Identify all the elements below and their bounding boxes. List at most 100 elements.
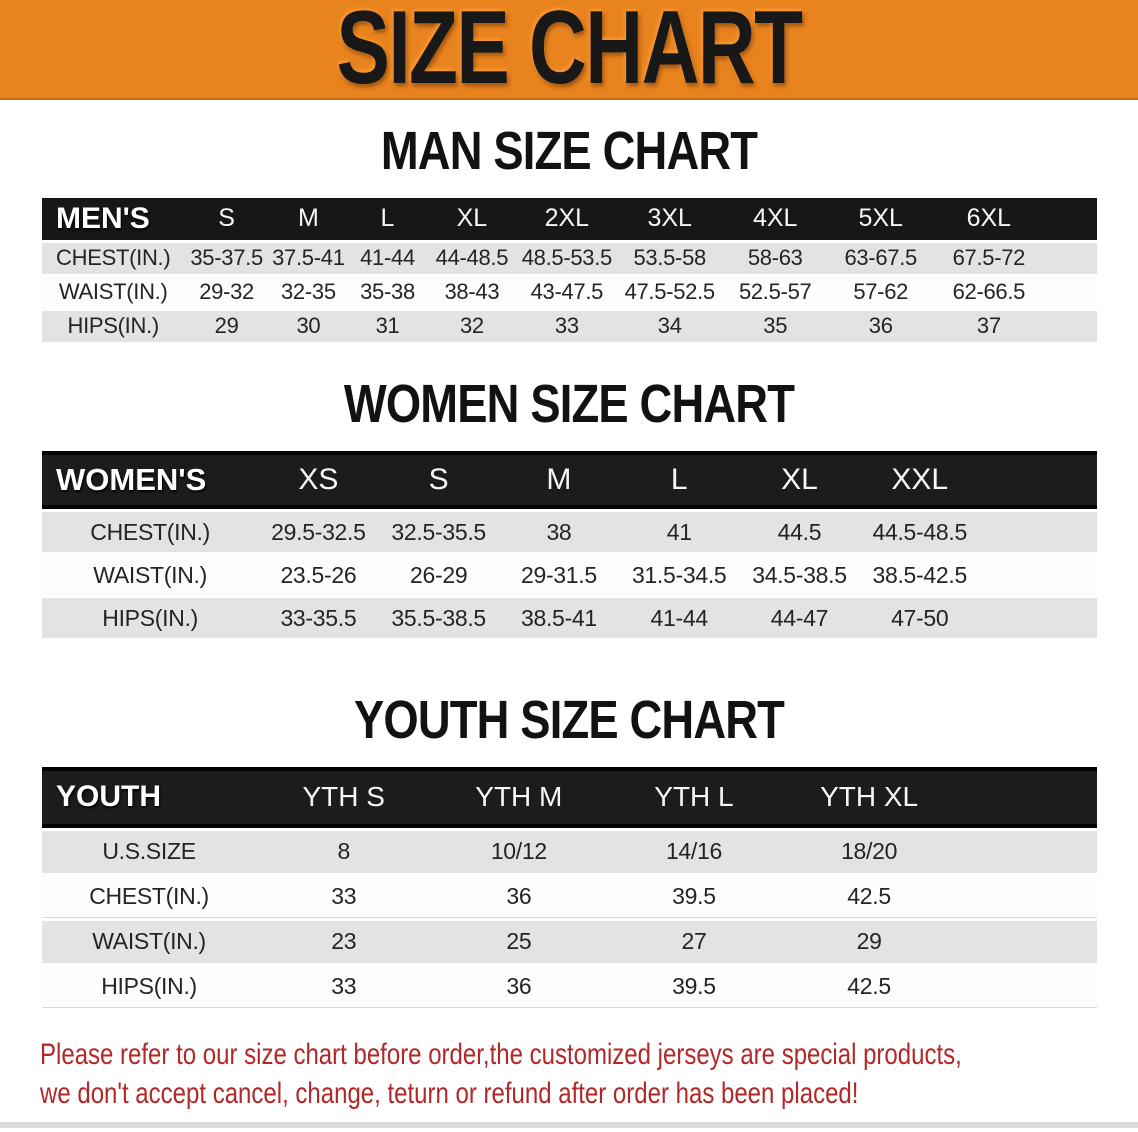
size-value-cell: 10/12 [431, 829, 607, 876]
section-youth: YOUTH SIZE CHART YOUTH YTH S YTH M YTH L YTH… [0, 690, 1138, 1011]
size-value-cell: 35-37.5 [184, 241, 269, 277]
size-value-cell: 35-38 [347, 275, 428, 311]
spacer-cell [956, 919, 1097, 966]
size-value-cell: 8 [256, 829, 432, 876]
size-value-cell: 29-32 [184, 275, 269, 311]
size-value-cell: 41 [619, 510, 740, 555]
size-value-cell: 63-67.5 [827, 241, 934, 277]
size-value-cell: 29 [184, 309, 269, 345]
spacer-cell [979, 450, 1097, 512]
row-label: HIPS(IN.) [42, 964, 257, 1011]
size-value-cell: 53.5-58 [616, 241, 723, 277]
size-value-cell: 33 [256, 874, 432, 921]
size-header-row: YOUTH YTH S YTH M YTH L YTH XL [42, 767, 1097, 831]
size-value-cell: 14/16 [606, 829, 782, 876]
size-column-header: 6XL [933, 198, 1045, 243]
size-value-cell: 58-63 [722, 241, 828, 277]
table-corner-label: MEN'S [42, 198, 185, 243]
row-label: WAIST(IN.) [42, 553, 259, 598]
row-label: CHEST(IN.) [42, 510, 259, 555]
row-label: CHEST(IN.) [42, 241, 185, 277]
disclaimer-line-1: Please refer to our size chart before or… [40, 1037, 962, 1071]
youth-size-table: YOUTH YTH S YTH M YTH L YTH XL U.S.SIZE 8 10/12… [0, 767, 1138, 1011]
size-column-header: YTH L [606, 767, 782, 831]
measurement-row: HIPS(IN.) 33-35.5 35.5-38.5 38.5-41 41-44 44-… [42, 596, 1097, 641]
size-column-header: 5XL [827, 198, 934, 243]
bottom-divider [0, 1121, 1138, 1128]
size-value-cell: 38 [498, 510, 620, 555]
size-value-cell: 33-35.5 [258, 596, 379, 641]
disclaimer: Please refer to our size chart before or… [40, 1035, 1138, 1113]
row-label: HIPS(IN.) [42, 596, 259, 641]
size-value-cell: 27 [606, 919, 782, 966]
spacer-cell [956, 767, 1097, 831]
spacer-cell [979, 596, 1097, 641]
size-column-header: 2XL [516, 198, 617, 243]
size-value-cell: 47-50 [859, 596, 980, 641]
table-corner-label: YOUTH [42, 767, 257, 831]
size-value-cell: 34 [616, 309, 723, 345]
measurement-row: WAIST(IN.) 29-32 32-35 35-38 38-43 43-47.5 47.… [42, 275, 1097, 311]
size-column-header: M [498, 450, 620, 512]
size-value-cell: 32.5-35.5 [378, 510, 499, 555]
measurement-row: WAIST(IN.) 23.5-26 26-29 29-31.5 31.5-34.5 34… [42, 553, 1097, 598]
size-value-cell: 23.5-26 [258, 553, 379, 598]
row-label: WAIST(IN.) [42, 919, 257, 966]
disclaimer-line-2: we don't accept cancel, change, teturn o… [40, 1076, 859, 1110]
size-value-cell: 35 [722, 309, 828, 345]
table-corner-label: WOMEN'S [42, 450, 259, 512]
row-label: CHEST(IN.) [42, 874, 257, 921]
measurement-row: CHEST(IN.) 33 36 39.5 42.5 [42, 874, 1097, 921]
size-column-header: YTH M [431, 767, 607, 831]
size-header-row: MEN'S S M L XL 2XL 3XL 4XL 5XL 6XL [42, 198, 1097, 243]
size-value-cell: 48.5-53.5 [516, 241, 617, 277]
size-value-cell: 38-43 [427, 275, 517, 311]
size-value-cell: 44.5 [739, 510, 860, 555]
page-title-text: SIZE CHART [336, 0, 803, 100]
row-label: HIPS(IN.) [42, 309, 185, 345]
size-value-cell: 44-47 [739, 596, 860, 641]
size-value-cell: 26-29 [378, 553, 499, 598]
measurement-row: CHEST(IN.) 35-37.5 37.5-41 41-44 44-48.5 48.5… [42, 241, 1097, 277]
banner: SIZE CHART [0, 0, 1138, 100]
size-value-cell: 29-31.5 [498, 553, 620, 598]
size-value-cell: 35.5-38.5 [378, 596, 499, 641]
size-column-header: XXL [859, 450, 980, 512]
size-value-cell: 41-44 [619, 596, 740, 641]
size-column-header: XS [258, 450, 379, 512]
size-value-cell: 39.5 [606, 874, 782, 921]
size-column-header: S [378, 450, 499, 512]
size-header-row: WOMEN'S XS S M L XL XXL [42, 450, 1097, 512]
spacer-cell [956, 829, 1097, 876]
size-value-cell: 18/20 [781, 829, 957, 876]
spacer-cell [979, 510, 1097, 555]
size-value-cell: 33 [516, 309, 617, 345]
section-women: WOMEN SIZE CHART WOMEN'S XS S M L XL XXL CHEST(… [0, 377, 1138, 641]
size-value-cell: 31.5-34.5 [619, 553, 740, 598]
measurement-row: HIPS(IN.) 29 30 31 32 33 34 35 36 37 [42, 309, 1097, 345]
youth-size-chart-heading: YOUTH SIZE CHART [353, 690, 785, 750]
size-value-cell: 67.5-72 [933, 241, 1045, 277]
measurement-row: U.S.SIZE 8 10/12 14/16 18/20 [42, 829, 1097, 876]
size-value-cell: 41-44 [347, 241, 428, 277]
size-column-header: 3XL [616, 198, 723, 243]
size-column-header: YTH XL [781, 767, 957, 831]
size-value-cell: 25 [431, 919, 607, 966]
row-label: WAIST(IN.) [42, 275, 185, 311]
size-value-cell: 36 [431, 874, 607, 921]
size-column-header: M [268, 198, 348, 243]
size-value-cell: 32-35 [268, 275, 348, 311]
page-title: SIZE CHART [0, 0, 1138, 100]
size-value-cell: 37 [933, 309, 1045, 345]
size-value-cell: 23 [256, 919, 432, 966]
size-column-header: L [347, 198, 428, 243]
size-table: YOUTH YTH S YTH M YTH L YTH XL U.S.SIZE 8 10/12… [42, 767, 1097, 1011]
spacer-cell [956, 874, 1097, 921]
size-value-cell: 29 [781, 919, 957, 966]
size-table: MEN'S S M L XL 2XL 3XL 4XL 5XL 6XL CHEST(IN.) 35-37… [42, 198, 1097, 345]
size-value-cell: 42.5 [781, 874, 957, 921]
man-size-table: MEN'S S M L XL 2XL 3XL 4XL 5XL 6XL CHEST(IN.) 35-37… [0, 198, 1138, 345]
size-value-cell: 36 [431, 964, 607, 1011]
spacer-cell [1044, 309, 1097, 345]
